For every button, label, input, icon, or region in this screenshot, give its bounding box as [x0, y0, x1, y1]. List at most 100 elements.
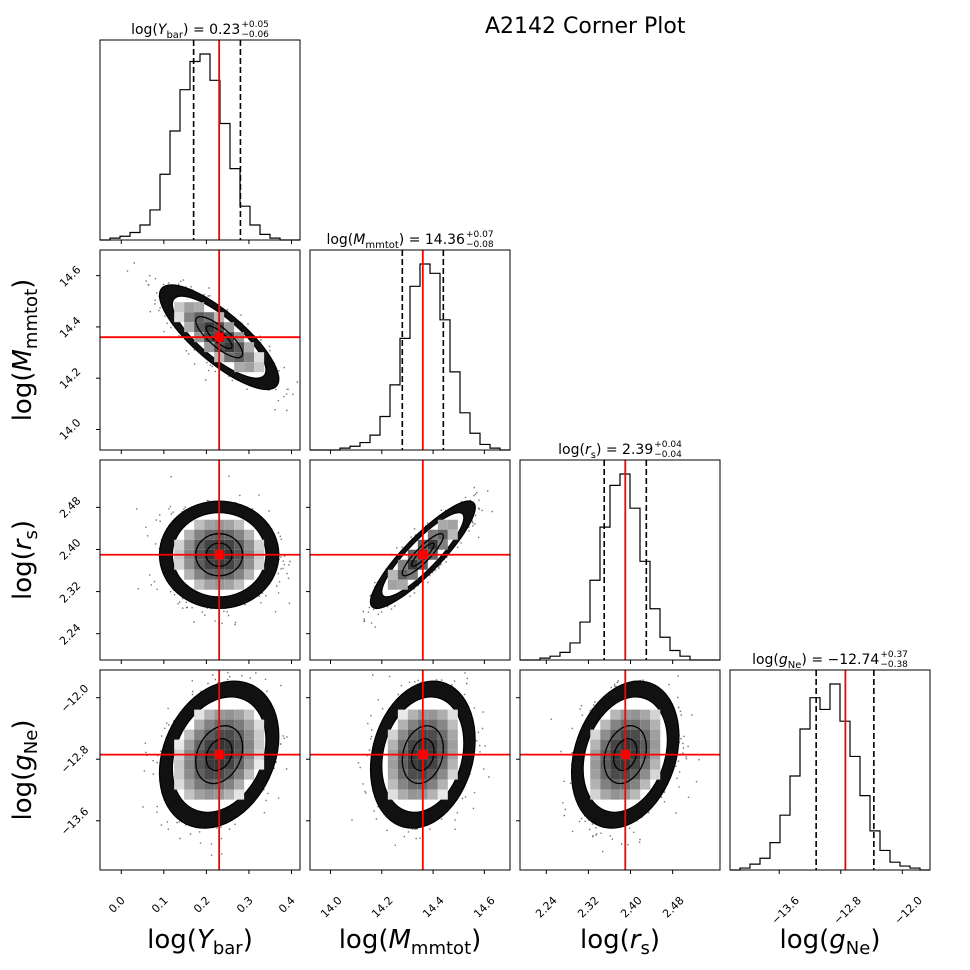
density-cell — [244, 352, 255, 363]
density-level-1sigma — [603, 725, 647, 785]
density-cell — [244, 719, 255, 730]
density-cell — [397, 709, 408, 720]
density-cell — [427, 769, 438, 780]
density-cell — [630, 759, 641, 770]
histogram-panel-0 — [99, 39, 301, 244]
density-cell — [650, 709, 661, 720]
density-cell — [174, 739, 185, 750]
x-axis-label-0: log(Ybar) — [147, 925, 253, 959]
density-cell — [184, 539, 195, 550]
density-cell — [254, 729, 265, 740]
title-variable: r — [584, 442, 591, 458]
density-cell — [650, 759, 661, 770]
density-cell — [630, 769, 641, 780]
density-cell — [397, 779, 408, 790]
panel-content — [100, 250, 300, 450]
title-prefix: log( — [558, 442, 585, 458]
scatter-panel-3-2 — [516, 669, 721, 874]
density-cell — [194, 579, 205, 590]
density-cell — [640, 709, 651, 720]
panel-content — [310, 670, 510, 870]
density-cell — [194, 709, 205, 720]
title-error-minus: −0.38 — [880, 660, 908, 670]
density-cell — [194, 302, 205, 313]
density-cell — [640, 759, 651, 770]
title-errors: +0.04 −0.04 — [654, 440, 682, 460]
density-cell — [640, 779, 651, 790]
density-cell — [397, 739, 408, 750]
density-cell — [234, 739, 245, 750]
density-cell — [387, 579, 398, 590]
density-cell — [407, 739, 418, 750]
x-axis-label-1: log(Mmmtot) — [339, 925, 482, 959]
density-cell — [437, 779, 448, 790]
density-cell — [387, 759, 398, 770]
density-cell — [407, 729, 418, 740]
density-cell — [244, 739, 255, 750]
density-cell — [204, 559, 215, 570]
density-cell — [234, 362, 245, 373]
density-cell — [204, 519, 215, 530]
title-error-minus: −0.04 — [654, 450, 682, 460]
density-cell — [397, 729, 408, 740]
density-cell — [204, 539, 215, 550]
density-cell — [244, 539, 255, 550]
density-cell — [640, 739, 651, 750]
density-level-1sigma — [195, 725, 244, 785]
density-cell — [234, 519, 245, 530]
title-error-plus: +0.04 — [654, 440, 682, 450]
density-cell — [630, 709, 641, 720]
axis-label-prefix: log( — [8, 550, 38, 601]
density-cell — [387, 779, 398, 790]
panel-frame — [99, 669, 301, 871]
density-cell — [194, 569, 205, 580]
density-cell — [244, 342, 255, 353]
density-cell — [437, 519, 448, 530]
title-prefix: log( — [326, 232, 354, 248]
density-cell — [204, 719, 215, 730]
density-cell — [600, 739, 611, 750]
title-subscript: s — [590, 449, 596, 461]
panel-content — [520, 670, 720, 870]
density-cell — [204, 709, 215, 720]
density-cell — [600, 759, 611, 770]
density-cell — [610, 719, 621, 730]
density-cell — [184, 322, 195, 333]
density-cell — [387, 739, 398, 750]
density-cell — [650, 769, 661, 780]
truth-marker — [418, 550, 428, 560]
title-error-minus: −0.06 — [241, 30, 269, 40]
title-variable: M — [353, 232, 366, 248]
density-cell — [640, 729, 651, 740]
density-cell — [204, 529, 215, 540]
density-cell — [387, 789, 398, 800]
density-cell — [447, 719, 458, 730]
density-cell — [407, 719, 418, 730]
density-cell — [630, 779, 641, 790]
density-cell — [224, 769, 235, 780]
density-cell — [194, 729, 205, 740]
panel-frame — [99, 39, 301, 241]
density-cell — [224, 729, 235, 740]
density-cell — [184, 302, 195, 313]
density-cell — [447, 519, 458, 530]
density-cell — [407, 559, 418, 570]
title-errors: +0.07 −0.08 — [466, 230, 494, 250]
histogram-steps — [310, 263, 510, 451]
density-cell — [590, 729, 601, 740]
density-cell — [244, 759, 255, 770]
density-cell — [204, 789, 215, 800]
axis-label-subscript: mmtot — [21, 288, 43, 350]
histogram-steps — [730, 683, 930, 871]
density-cell — [204, 569, 215, 580]
density-level-1sigma — [195, 316, 244, 359]
title-error-plus: +0.05 — [241, 20, 269, 30]
density-cell — [224, 559, 235, 570]
density-level-core — [410, 738, 435, 772]
title-error-minus: −0.08 — [465, 240, 494, 250]
density-cell — [224, 342, 235, 353]
axis-label-variable: r — [629, 925, 641, 955]
density-cell — [254, 739, 265, 750]
axis-label-prefix: log( — [338, 925, 389, 955]
